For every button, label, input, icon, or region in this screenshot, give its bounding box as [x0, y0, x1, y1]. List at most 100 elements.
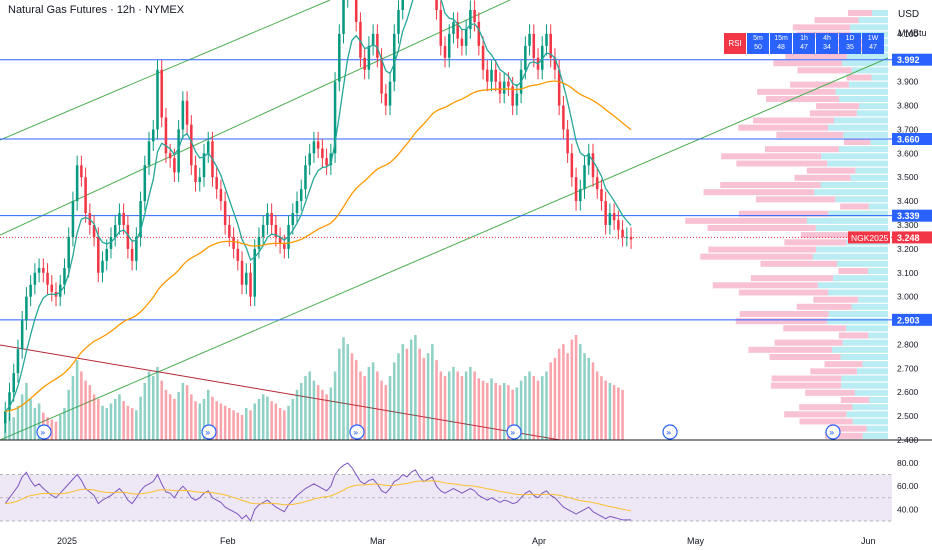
volume-bar [20, 394, 24, 440]
volume-profile-bar [792, 24, 850, 31]
volume-bar [452, 366, 455, 440]
volume-profile-bar [862, 432, 888, 439]
volume-profile-bar [820, 182, 888, 188]
volume-bar [58, 414, 62, 440]
volume-bar [249, 410, 252, 440]
volume-bar [92, 394, 96, 440]
volume-bar [97, 398, 100, 440]
volume-bar [88, 385, 92, 440]
event-marker-icon [201, 424, 217, 440]
candle-body [604, 201, 607, 225]
candle-body [579, 189, 582, 202]
volume-profile-bar [852, 404, 888, 411]
volume-bar [232, 410, 235, 440]
price-tag [892, 231, 932, 244]
volume-profile-bar [703, 189, 815, 196]
volume-profile-bar [816, 246, 888, 253]
volume-bar [587, 357, 591, 440]
volume-profile-bar [738, 124, 829, 131]
rsi-cell-1w: 1W 47 [862, 33, 884, 54]
candle-body [16, 349, 20, 374]
volume-profile-bar [848, 10, 872, 16]
candle-body [160, 69, 163, 118]
volume-profile-bar [764, 146, 839, 153]
volume-profile-bar [828, 289, 888, 296]
volume-bar [435, 360, 438, 440]
currency-label[interactable]: USD [898, 9, 920, 20]
price-tick-label: 2.800 [897, 339, 919, 349]
event-marker-icon [506, 424, 522, 440]
volume-bar [464, 371, 468, 440]
volume-profile-bar [833, 275, 888, 282]
ema-line [4, 0, 632, 412]
volume-bar [333, 371, 337, 440]
price-tick-label: 2.500 [897, 411, 919, 421]
volume-bar [50, 419, 54, 440]
rsi-cell-15m: 15m 48 [770, 33, 792, 54]
volume-bar [342, 337, 345, 440]
volume-bar [604, 380, 607, 440]
volume-bar [515, 387, 519, 440]
volume-profile-bar [790, 81, 849, 88]
candle-body [452, 21, 455, 34]
volume-profile-bar [796, 303, 852, 310]
volume-bar [101, 405, 104, 440]
candle-body [481, 45, 485, 70]
candle-body [608, 213, 612, 225]
volume-bar [118, 394, 121, 440]
volume-profile-bar [841, 375, 888, 382]
volume-profile-bar [814, 17, 859, 24]
volume-profile-bar [862, 361, 888, 368]
price-tick-label: 3.200 [897, 244, 919, 254]
volume-bar [363, 376, 366, 440]
volume-profile-bar [824, 432, 863, 439]
volume-bar [608, 382, 612, 440]
volume-bar [392, 362, 396, 440]
volume-profile-bar [868, 268, 888, 274]
volume-bar [160, 380, 163, 440]
candle-body [502, 81, 506, 94]
candle-body [528, 33, 531, 46]
volume-bar [422, 357, 426, 440]
candle-body [515, 93, 519, 106]
event-marker-glyph: » [666, 429, 672, 439]
volume-bar [261, 394, 265, 440]
event-marker-icon [662, 424, 678, 440]
candle-body [621, 229, 624, 237]
time-tick-label: Mar [370, 536, 386, 546]
candle-body [253, 248, 256, 297]
volume-bar [481, 380, 485, 440]
candle-body [443, 45, 447, 58]
candle-body [63, 268, 66, 285]
volume-profile-bar [834, 425, 867, 432]
price-axis [892, 0, 932, 550]
candle-body [168, 153, 172, 159]
volume-profile-bar [840, 203, 869, 210]
volume-profile-bar [846, 53, 888, 59]
price-tick-label: 3.800 [897, 101, 919, 111]
volume-bar [12, 417, 15, 440]
candle-body [291, 213, 295, 225]
time-tick-label: May [687, 536, 705, 546]
volume-profile-bar [770, 382, 842, 389]
volume-bar [574, 335, 578, 440]
candle-body [354, 0, 358, 22]
volume-bar [367, 366, 371, 440]
price-tick-label: 3.300 [897, 220, 919, 230]
volume-bar [257, 398, 261, 440]
volume-bar [63, 408, 66, 440]
volume-profile-bar [868, 203, 888, 210]
candle-body [574, 177, 578, 202]
volume-profile-bar [752, 117, 834, 124]
volume-profile-bar [855, 167, 888, 174]
candle-body [266, 213, 269, 225]
volume-profile-bar [797, 67, 852, 74]
volume-bar [291, 398, 295, 440]
volume-bar [511, 389, 514, 440]
volume-profile-bar [870, 139, 888, 145]
event-marker-glyph: » [829, 429, 835, 439]
candle-body [540, 45, 544, 70]
volume-bar [473, 371, 476, 440]
